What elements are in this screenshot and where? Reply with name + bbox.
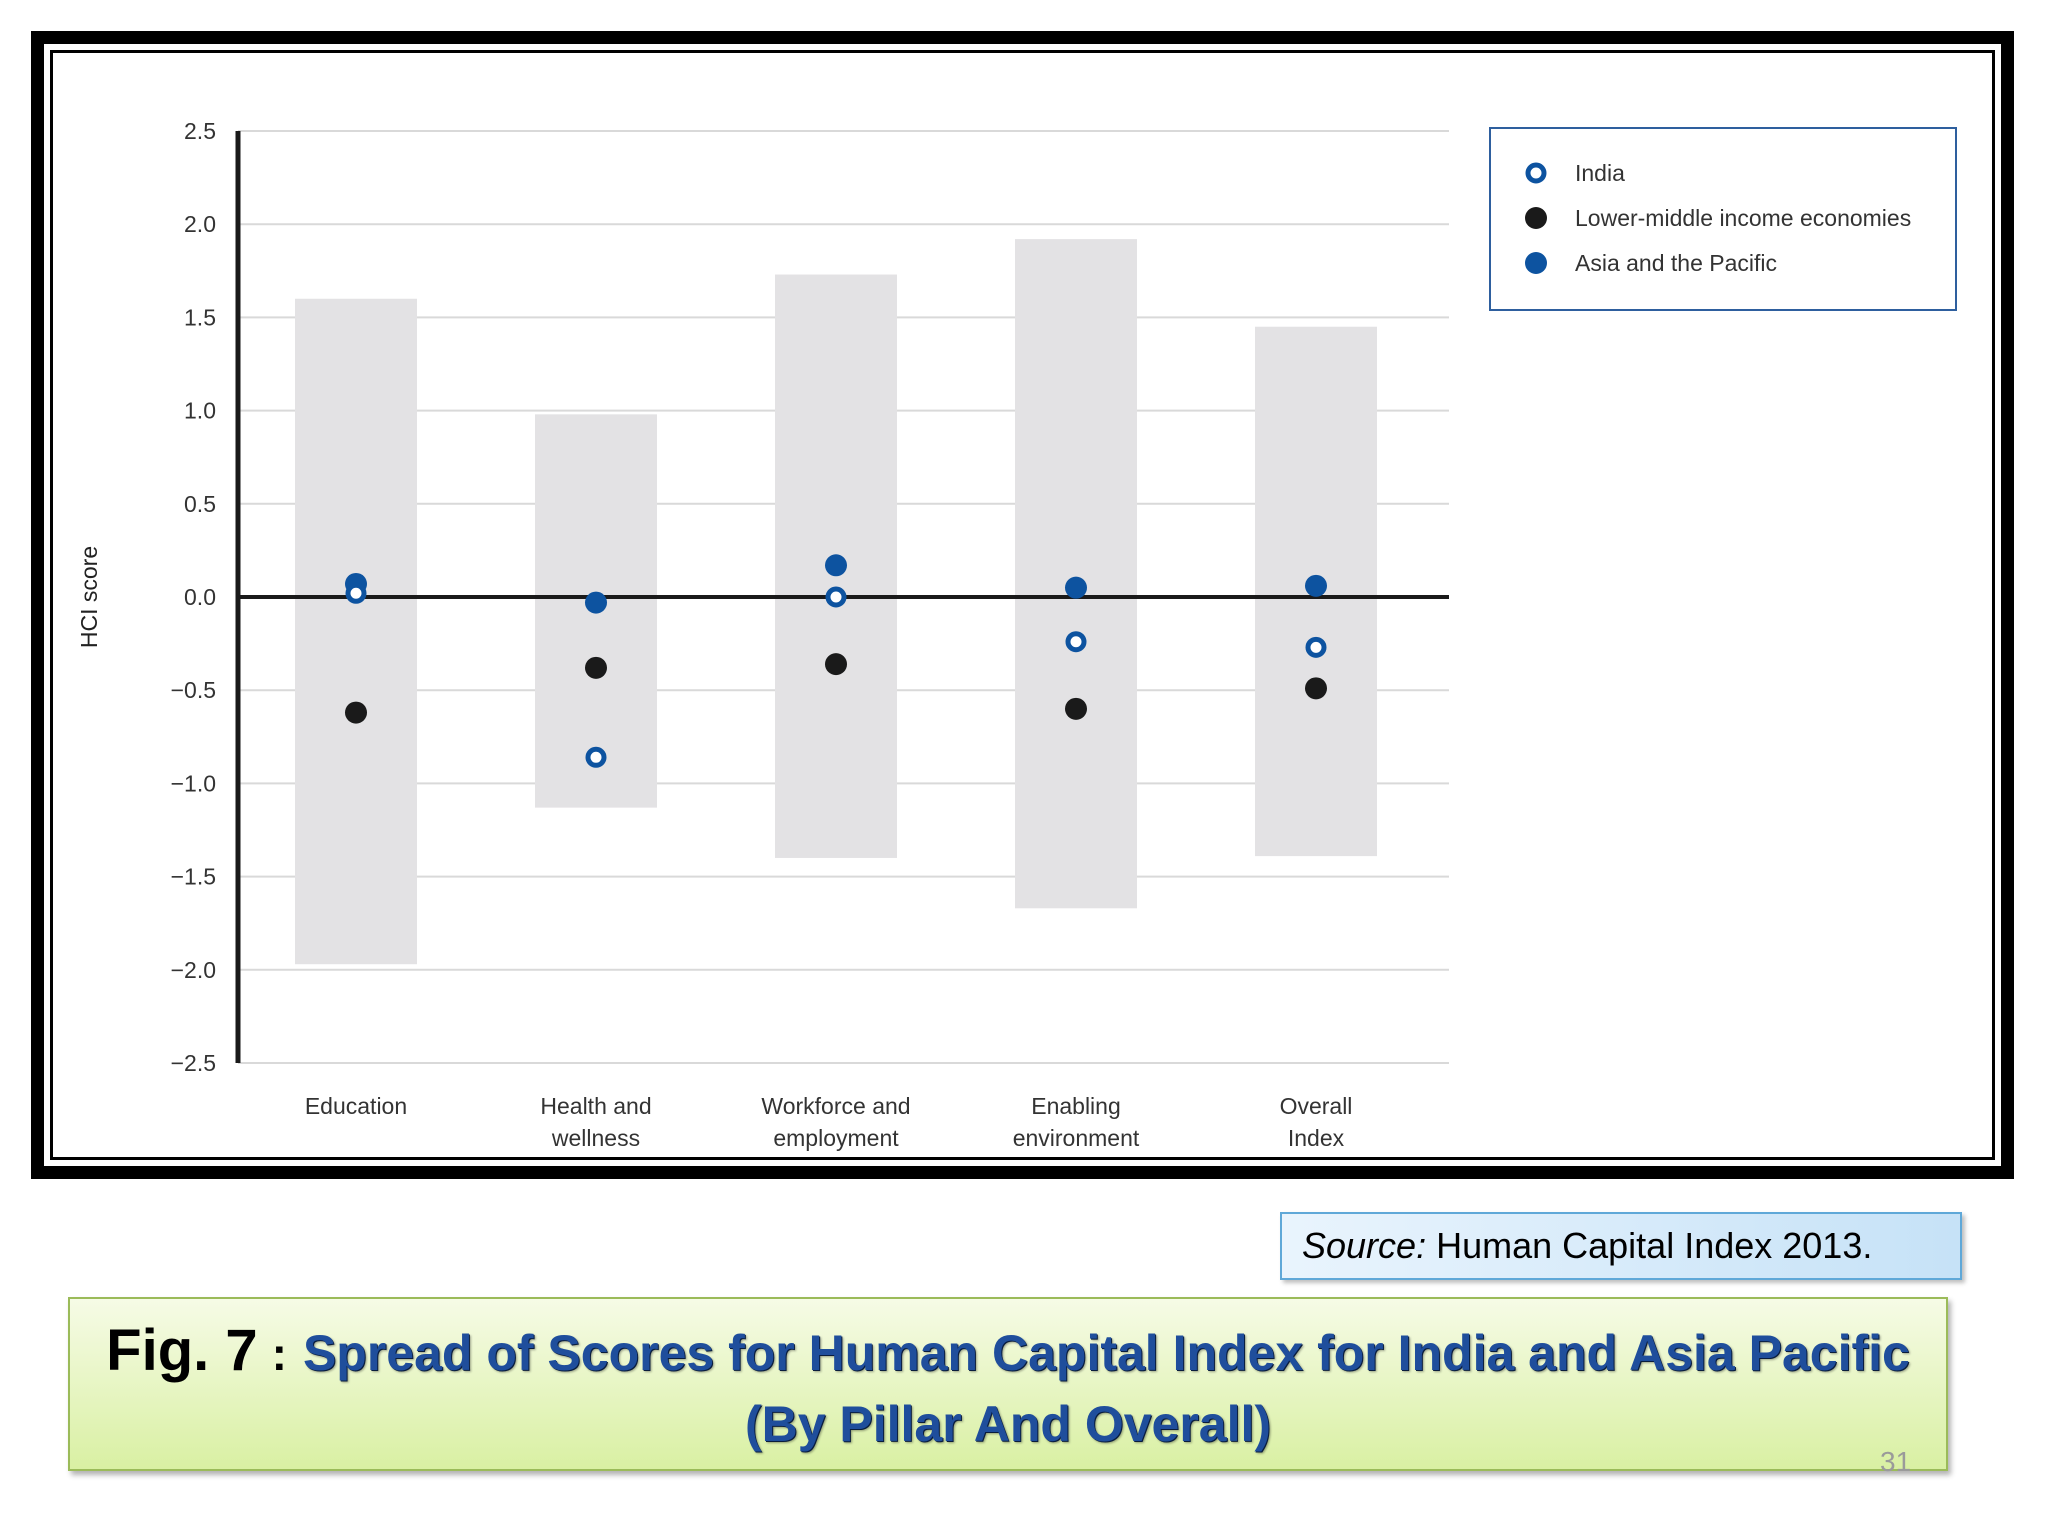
legend-label: Lower-middle income economies: [1575, 205, 1911, 231]
y-tick-label: −1.0: [171, 770, 216, 796]
legend-marker: [1525, 252, 1547, 274]
figure-separator: :: [271, 1328, 287, 1380]
legend-label: Asia and the Pacific: [1575, 250, 1777, 276]
y-tick-label: 0.0: [184, 584, 216, 610]
y-tick-label: −2.5: [171, 1050, 216, 1076]
figure-caption: Fig. 7: Spread of Scores for Human Capita…: [68, 1297, 1948, 1471]
x-category-label: Health and: [540, 1093, 651, 1119]
y-tick-label: 2.0: [184, 211, 216, 237]
legend-label: India: [1575, 160, 1625, 186]
data-point: [825, 586, 847, 608]
y-axis-title: HCI score: [76, 546, 102, 648]
x-category-label: Index: [1288, 1125, 1345, 1151]
source-box: Source: Human Capital Index 2013.: [1280, 1212, 1962, 1280]
source-text: Human Capital Index 2013.: [1436, 1225, 1873, 1266]
y-tick-label: 0.5: [184, 491, 216, 517]
page-number: 31: [1880, 1446, 1912, 1477]
x-category-label: wellness: [551, 1125, 640, 1151]
x-category-label: Enabling: [1031, 1093, 1121, 1119]
caption-line-1: Fig. 7: Spread of Scores for Human Capita…: [70, 1317, 1946, 1384]
caption-line-2: (By Pillar And Overall): [70, 1395, 1946, 1453]
data-point: [585, 746, 607, 768]
figure-title-line-2: (By Pillar And Overall): [744, 1396, 1272, 1452]
y-tick-label: −2.0: [171, 957, 216, 983]
figure-title-line-1: Spread of Scores for Human Capital Index…: [302, 1325, 1910, 1381]
range-band: [295, 298, 417, 965]
legend: India Lower-middle income economies Asia a…: [1489, 127, 1957, 311]
x-category-label: Workforce and: [761, 1093, 910, 1119]
chart-frame: 2.5 2.0 1.5 1.0 0.5 0.0 −0.5 −1.0 −1.5 −2.0 −2.5 HC…: [31, 31, 2014, 1179]
data-point: [345, 582, 367, 604]
y-tick-label: 1.0: [184, 398, 216, 424]
y-tick-label: −1.5: [171, 864, 216, 890]
data-point: [1065, 697, 1087, 720]
range-band: [1015, 239, 1137, 909]
y-tick-label: −0.5: [171, 677, 216, 703]
legend-marker: [1525, 207, 1547, 229]
data-point: [1065, 631, 1087, 653]
data-point: [1305, 636, 1327, 658]
data-point: [825, 554, 847, 577]
data-point: [1305, 574, 1327, 597]
data-point: [345, 701, 367, 724]
legend-box: [1489, 127, 1957, 311]
x-category-label: employment: [773, 1125, 899, 1151]
figure-label: Fig. 7: [106, 1318, 258, 1383]
data-point: [1305, 677, 1327, 700]
data-point: [825, 653, 847, 676]
source-prefix: Source:: [1302, 1225, 1427, 1266]
y-tick-label: 2.5: [184, 118, 216, 144]
x-category-label: Education: [305, 1093, 407, 1119]
x-category-label: environment: [1013, 1125, 1140, 1151]
data-point: [585, 656, 607, 679]
data-point: [585, 591, 607, 614]
data-point: [1065, 576, 1087, 599]
legend-marker: [1525, 162, 1547, 184]
chart-frame-inner: 2.5 2.0 1.5 1.0 0.5 0.0 −0.5 −1.0 −1.5 −2.0 −2.5 HC…: [50, 50, 1995, 1160]
hci-chart: 2.5 2.0 1.5 1.0 0.5 0.0 −0.5 −1.0 −1.5 −2.0 −2.5 HC…: [76, 118, 1957, 1151]
y-tick-label: 1.5: [184, 304, 216, 330]
x-category-label: Overall: [1280, 1093, 1353, 1119]
